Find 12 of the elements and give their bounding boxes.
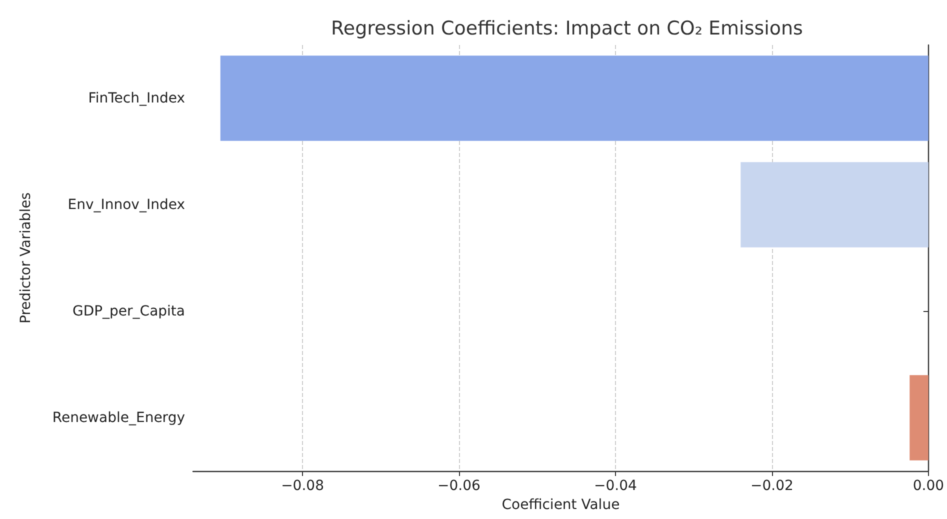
x-tick-label: −0.04 bbox=[594, 478, 638, 494]
x-tick-label: −0.06 bbox=[438, 478, 481, 494]
y-tick-label: FinTech_Index bbox=[88, 90, 185, 106]
y-tick-label: GDP_per_Capita bbox=[72, 303, 185, 320]
x-tick-label: 0.00 bbox=[912, 478, 944, 494]
y-tick-label: Env_Innov_Index bbox=[68, 196, 185, 213]
y-tick-label: Renewable_Energy bbox=[52, 410, 185, 426]
y-axis-title: Predictor Variables bbox=[18, 192, 34, 324]
chart-title: Regression Coefficients: Impact on CO₂ Emissions bbox=[331, 18, 803, 40]
x-axis-title: Coefficient Value bbox=[502, 496, 620, 513]
x-tick-label: −0.08 bbox=[281, 478, 324, 494]
x-tick-label: −0.02 bbox=[750, 478, 794, 494]
